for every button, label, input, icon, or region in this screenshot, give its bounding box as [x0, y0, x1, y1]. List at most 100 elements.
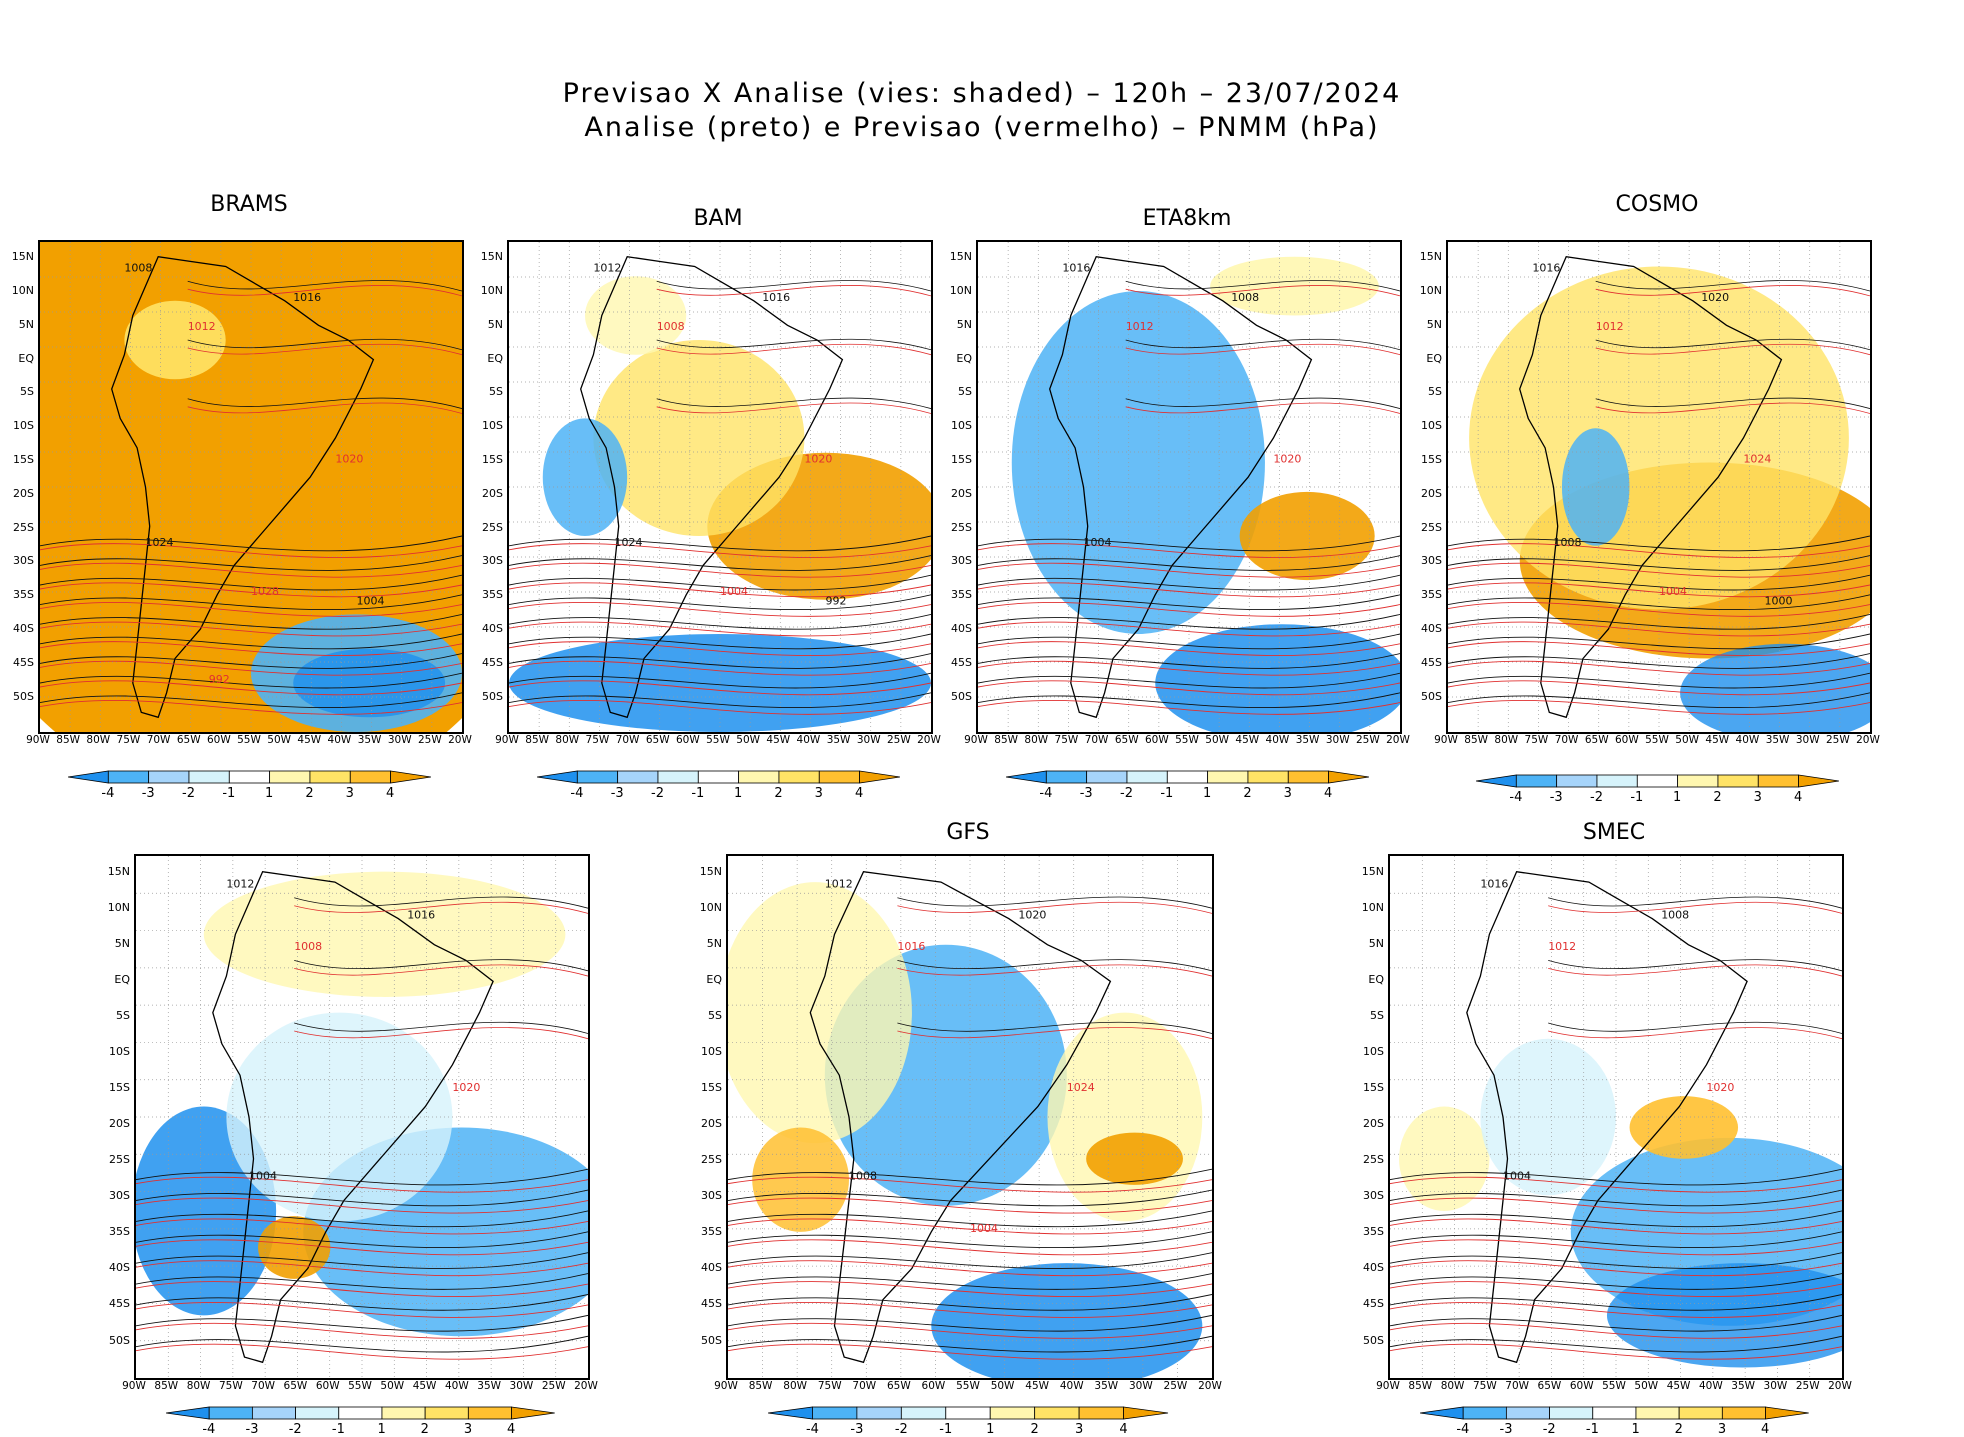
colorbar-label: -1 [1630, 790, 1644, 805]
lat-label: 15S [1363, 1081, 1384, 1095]
isobar-forecast [728, 1176, 1212, 1193]
isobar-analysis [728, 1168, 1212, 1186]
lat-label: 5S [20, 385, 34, 399]
isobar-analysis [187, 338, 462, 351]
lat-label: 30S [482, 554, 503, 568]
isobar-forecast [40, 562, 462, 578]
isobar-forecast [1390, 1343, 1842, 1360]
lat-label: 10S [109, 1045, 130, 1059]
lat-label: 5N [487, 317, 503, 331]
isobar-analysis [1595, 397, 1870, 409]
colorbar-segment [1548, 1406, 1593, 1420]
colorbar-segment [107, 770, 149, 784]
colorbar-label: 4 [1761, 1422, 1770, 1437]
lon-label: 90W [495, 734, 519, 746]
lon-label: 35W [826, 734, 851, 746]
lon-label: 50W [267, 734, 292, 746]
colorbar-segment [1721, 1406, 1766, 1420]
colorbar-segment [616, 770, 658, 784]
isobar-analysis [40, 555, 462, 571]
bias-region [584, 276, 687, 355]
isobar-forecast [40, 641, 462, 656]
lon-label: 35W [477, 1380, 502, 1392]
isobar-analysis [136, 1314, 588, 1332]
isobar-label: 1016 [762, 291, 790, 304]
lon-label: 80W [783, 1380, 808, 1392]
lon-label: 50W [1634, 1380, 1659, 1392]
lon-label: 75W [585, 734, 610, 746]
isobar-forecast [728, 1197, 1212, 1214]
colorbar-label: 4 [385, 786, 395, 801]
isobar-analysis [509, 613, 931, 630]
isobar-analysis [1448, 672, 1870, 689]
isobar-label: 1004 [1084, 536, 1112, 549]
lon-label: 50W [1205, 734, 1230, 746]
isobar-analysis [1448, 613, 1870, 630]
isobar-forecast [509, 562, 931, 578]
map-plot: 1008 1012 1016 1020 1024 1028 1004 992 [38, 240, 464, 734]
colorbar-segment [294, 1406, 339, 1420]
isobar-analysis [136, 1294, 588, 1311]
lat-label: 15S [951, 453, 972, 466]
lat-label: 45S [13, 655, 34, 669]
lat-label: 35S [1421, 588, 1442, 602]
lat-label: 10S [1363, 1045, 1384, 1059]
colorbar-label: -3 [1499, 1422, 1513, 1437]
lat-label: 10N [11, 283, 34, 297]
colorbar-segment [1678, 1406, 1723, 1420]
isobar-forecast [656, 343, 931, 356]
isobar-analysis [40, 535, 462, 552]
colorbar-label: 4 [1119, 1422, 1128, 1437]
bias-region [1086, 1132, 1183, 1185]
isobar-forecast [978, 582, 1400, 598]
lon-label: 25W [1163, 1380, 1188, 1392]
colorbar-label: -4 [1456, 1422, 1470, 1437]
lon-label: 60W [315, 1380, 340, 1392]
isobar-forecast [1548, 1027, 1842, 1040]
colorbar-label: -4 [101, 786, 115, 801]
isobar-forecast [1448, 680, 1870, 696]
lat-label: 25S [701, 1153, 722, 1167]
lon-label: 25W [541, 1380, 566, 1392]
lat-label: 5S [1370, 1009, 1384, 1023]
panel-title: ETA8km [1142, 206, 1232, 231]
lon-label: 40W [1265, 734, 1290, 746]
isobar-analysis [40, 574, 462, 591]
isobar-analysis [40, 594, 462, 611]
map-plot: 1012 1016 1020 1024 1008 1004 [726, 854, 1214, 1380]
isobar-analysis [1390, 1273, 1842, 1290]
isobar-analysis [978, 555, 1400, 571]
isobar-label: 1012 [825, 877, 853, 890]
isobar-analysis [136, 1210, 588, 1228]
isobar-label: 1020 [452, 1081, 480, 1094]
panel-title: SMEC [1582, 820, 1646, 845]
lat-label: 10N [949, 283, 972, 297]
lat-label: 10N [107, 901, 130, 915]
lat-label: 5S [1428, 385, 1442, 399]
lon-label: 70W [146, 734, 171, 746]
isobar-forecast [978, 660, 1400, 676]
colorbar-segment [381, 1406, 426, 1420]
isobar-label: 1020 [804, 453, 832, 466]
isobar-label: 1020 [1018, 909, 1046, 922]
lon-label: 60W [675, 734, 700, 746]
colorbar-label: 4 [507, 1422, 516, 1437]
lat-label: 5S [489, 385, 503, 399]
isobar-analysis [1548, 959, 1842, 972]
colorbar-segment [337, 1406, 382, 1420]
isobar-analysis [656, 280, 931, 292]
isobar-forecast [1448, 660, 1870, 676]
lat-label: 25S [1421, 520, 1442, 534]
colorbar-label: -2 [894, 1422, 908, 1437]
isobar-analysis [509, 653, 931, 669]
isobar-forecast [978, 601, 1400, 617]
colorbar-segment [1247, 770, 1289, 784]
lat-label: 5S [116, 1009, 130, 1023]
colorbar-label: -4 [202, 1422, 216, 1437]
lat-label: 15S [109, 1081, 130, 1095]
colorbar-label: -4 [1509, 790, 1523, 805]
isobar-analysis [728, 1294, 1212, 1311]
colorbar-label: -1 [1160, 786, 1174, 801]
figure-title-line2: Analise (preto) e Previsao (vermelho) – … [584, 112, 1380, 143]
lat-label: 20S [482, 486, 503, 500]
